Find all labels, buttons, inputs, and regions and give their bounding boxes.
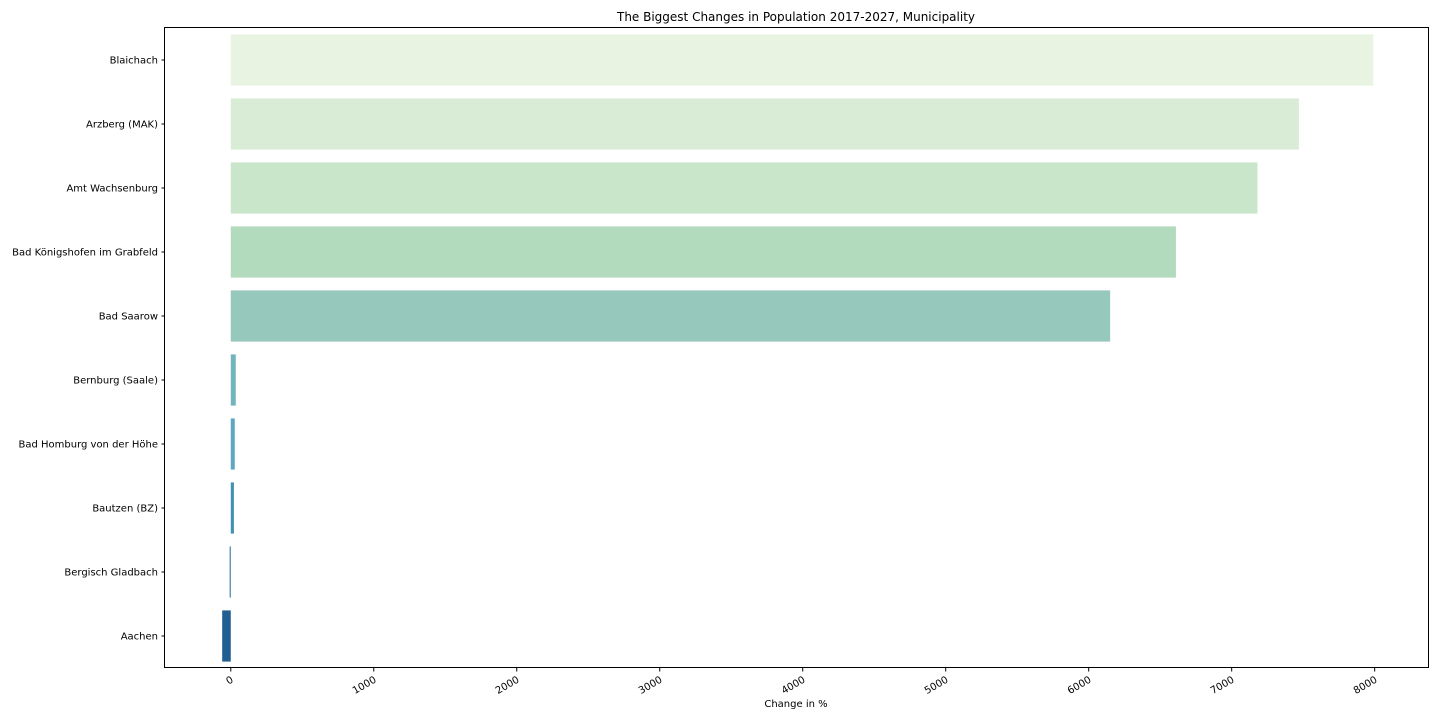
y-tick-label: Bernburg (Saale) [73, 376, 158, 387]
y-tick-labels: Blaichach Arzberg (MAK) Amt Wachsenburg Bad… [12, 56, 165, 643]
y-tick-label: Aachen [121, 632, 158, 643]
bars-group [222, 34, 1374, 662]
bar-2 [230, 162, 1258, 214]
x-tick-label: 8000 [1352, 675, 1380, 697]
x-tick-label: 2000 [494, 675, 522, 697]
bar-9 [222, 610, 231, 662]
bar-0 [230, 34, 1374, 86]
bar-1 [230, 98, 1299, 150]
bar-5 [230, 354, 236, 406]
plot-frame [164, 27, 1429, 668]
bar-6 [230, 418, 235, 470]
x-axis-ticks: 0 1000 2000 3000 4000 5000 6000 7000 8000 [224, 668, 1379, 697]
y-tick-label: Blaichach [110, 56, 158, 67]
x-tick-label: 4000 [780, 675, 808, 697]
x-axis-label: Change in % [764, 699, 827, 710]
y-tick-label: Bad Homburg von der Höhe [18, 440, 158, 451]
chart-title: The Biggest Changes in Population 2017-2… [616, 10, 975, 24]
x-tick-label: 7000 [1209, 675, 1237, 697]
y-tick-label: Bad Königshofen im Grabfeld [12, 248, 158, 259]
bar-7 [230, 482, 234, 534]
bar-3 [230, 226, 1176, 278]
x-tick-label: 5000 [923, 675, 951, 697]
bar-4 [230, 290, 1111, 342]
y-tick-label: Bautzen (BZ) [92, 504, 158, 515]
y-tick-label: Bad Saarow [99, 312, 158, 323]
x-tick-label: 0 [224, 675, 235, 688]
y-tick-label: Amt Wachsenburg [66, 184, 158, 195]
x-tick-label: 1000 [351, 675, 379, 697]
x-tick-label: 3000 [637, 675, 665, 697]
y-tick-label: Bergisch Gladbach [64, 568, 158, 579]
x-tick-label: 6000 [1066, 675, 1094, 697]
bar-8 [229, 546, 231, 598]
y-tick-label: Arzberg (MAK) [86, 120, 158, 131]
